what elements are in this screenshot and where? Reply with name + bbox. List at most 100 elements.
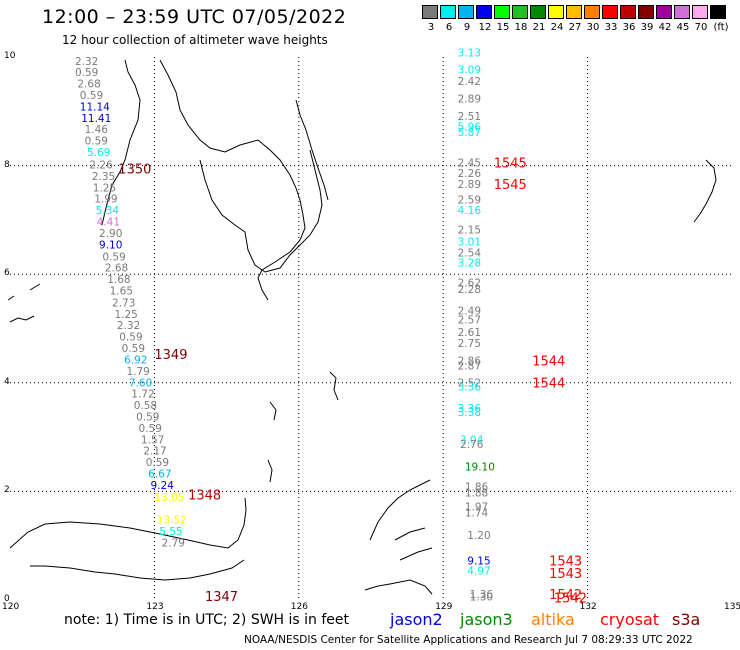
satellite-s3a: s3a — [672, 610, 701, 629]
lat-label: 6 — [4, 268, 10, 279]
wave-height-value: 6.92 — [124, 354, 147, 366]
wave-height-value: 2.35 — [92, 171, 115, 183]
pass-number: 1542 — [554, 591, 587, 606]
wave-height-value: 2.79 — [162, 537, 185, 549]
lon-label: 132 — [579, 602, 597, 612]
wave-height-value: 1.25 — [93, 182, 116, 194]
wave-height-value: 2.90 — [99, 228, 122, 240]
scale-swatch — [566, 5, 582, 19]
scale-swatch — [710, 5, 726, 19]
wave-height-value: 2.89 — [458, 93, 481, 105]
scale-label: 6 — [445, 22, 453, 33]
scale-swatch — [548, 5, 564, 19]
footer-credit: NOAA/NESDIS Center for Satellite Applica… — [244, 634, 693, 646]
wave-height-value: 2.52 — [458, 377, 481, 389]
wave-height-value: 2.45 — [458, 157, 481, 169]
wave-height-value: 2.62 — [458, 277, 481, 289]
wave-height-value: 0.59 — [85, 136, 108, 148]
wave-height-value: 1.72 — [131, 389, 154, 401]
pass-number: 1543 — [549, 567, 582, 582]
scale-unit: (ft) — [713, 22, 729, 33]
lon-label: 126 — [290, 602, 308, 612]
scale-swatch — [620, 5, 636, 19]
wave-height-value: 3.13 — [458, 48, 481, 60]
wave-height-value: 2.32 — [75, 56, 98, 68]
wave-height-labels: 2.320.592.680.5911.1411.411.460.595.692.… — [75, 48, 587, 607]
wave-height-value: 2.15 — [458, 225, 481, 237]
wave-height-value: 0.59 — [136, 411, 159, 423]
scale-swatch — [476, 5, 492, 19]
wave-height-value: 2.54 — [458, 247, 482, 259]
scale-swatch — [530, 5, 546, 19]
scale-swatch — [584, 5, 600, 19]
wave-height-value: 1.30 — [470, 592, 493, 604]
wave-height-value: 1.20 — [467, 530, 490, 542]
scale-swatch — [494, 5, 510, 19]
lon-label: 129 — [435, 602, 453, 612]
wave-height-value: 0.59 — [80, 90, 103, 102]
pass-number: 1543 — [549, 554, 582, 569]
scale-label: 36 — [622, 22, 636, 33]
wave-height-value: 2.42 — [458, 76, 481, 88]
wave-height-value: 9.15 — [467, 555, 490, 567]
wave-height-value: 2.68 — [77, 79, 100, 91]
scale-label: 39 — [640, 22, 654, 33]
lon-label: 120 — [2, 602, 20, 612]
coastline-sulu-islands — [7, 283, 41, 323]
wave-height-value: 1.86 — [465, 482, 489, 494]
pass-number: 1544 — [532, 376, 565, 391]
wave-height-value: 2.49 — [458, 306, 481, 318]
wave-height-value: 5.69 — [87, 147, 110, 159]
scale-swatch — [674, 5, 690, 19]
scale-swatch — [458, 5, 474, 19]
wave-height-value: 1.99 — [94, 194, 117, 206]
wave-height-value: 2.28 — [458, 284, 481, 296]
wave-height-value: 0.59 — [146, 457, 169, 469]
wave-height-value: 2.75 — [458, 338, 481, 350]
lon-label: 135 — [724, 602, 740, 612]
wave-height-value: 9.10 — [99, 239, 122, 251]
pass-number: 1544 — [532, 355, 565, 370]
wave-height-value: 1.74 — [465, 508, 489, 520]
coastline-palau — [693, 159, 717, 223]
scale-label: 21 — [532, 22, 546, 33]
wave-height-value: 19.10 — [465, 461, 495, 473]
lat-lon-grid — [10, 57, 732, 600]
scale-label: 27 — [568, 22, 582, 33]
wave-height-value: 3.09 — [458, 64, 481, 76]
lat-label: 10 — [4, 51, 16, 61]
satellite-jason3: jason3 — [460, 610, 513, 629]
scale-label: 45 — [676, 22, 690, 33]
wave-height-value: 2.61 — [458, 327, 481, 339]
wave-height-value: 2.51 — [458, 111, 481, 123]
scale-label: 70 — [694, 22, 708, 33]
wave-height-value: 1.36 — [470, 589, 494, 601]
pass-number: 1347 — [205, 590, 238, 605]
footer-note: note: 1) Time is in UTC; 2) SWH is in fe… — [64, 612, 350, 628]
wave-height-value: 0.59 — [139, 423, 162, 435]
wave-height-value: 3.38 — [458, 407, 481, 419]
wave-height-value: 2.32 — [117, 320, 140, 332]
wave-height-value: 1.68 — [107, 274, 130, 286]
wave-height-value: 1.57 — [141, 434, 164, 446]
wave-height-value: 6.67 — [148, 468, 171, 480]
wave-height-value: 2.73 — [112, 297, 135, 309]
lat-label: 2 — [4, 485, 10, 496]
wave-height-value: 7.60 — [129, 377, 152, 389]
scale-swatch — [440, 5, 456, 19]
pass-number: 1542 — [549, 588, 582, 603]
wave-height-value: 5.55 — [159, 526, 182, 538]
scale-swatch — [638, 5, 654, 19]
wave-height-value: 2.68 — [105, 263, 128, 275]
lon-label: 123 — [146, 602, 164, 612]
wave-height-value: 3.28 — [458, 257, 481, 269]
scale-swatch — [656, 5, 672, 19]
coastline — [7, 59, 717, 595]
satellite-cryosat: cryosat — [600, 610, 660, 629]
wave-height-value: 5.96 — [458, 122, 482, 134]
scale-label: 42 — [658, 22, 672, 33]
pass-number: 1350 — [118, 162, 151, 177]
pass-number: 1348 — [188, 489, 221, 504]
wave-height-value: 2.26 — [89, 160, 113, 172]
